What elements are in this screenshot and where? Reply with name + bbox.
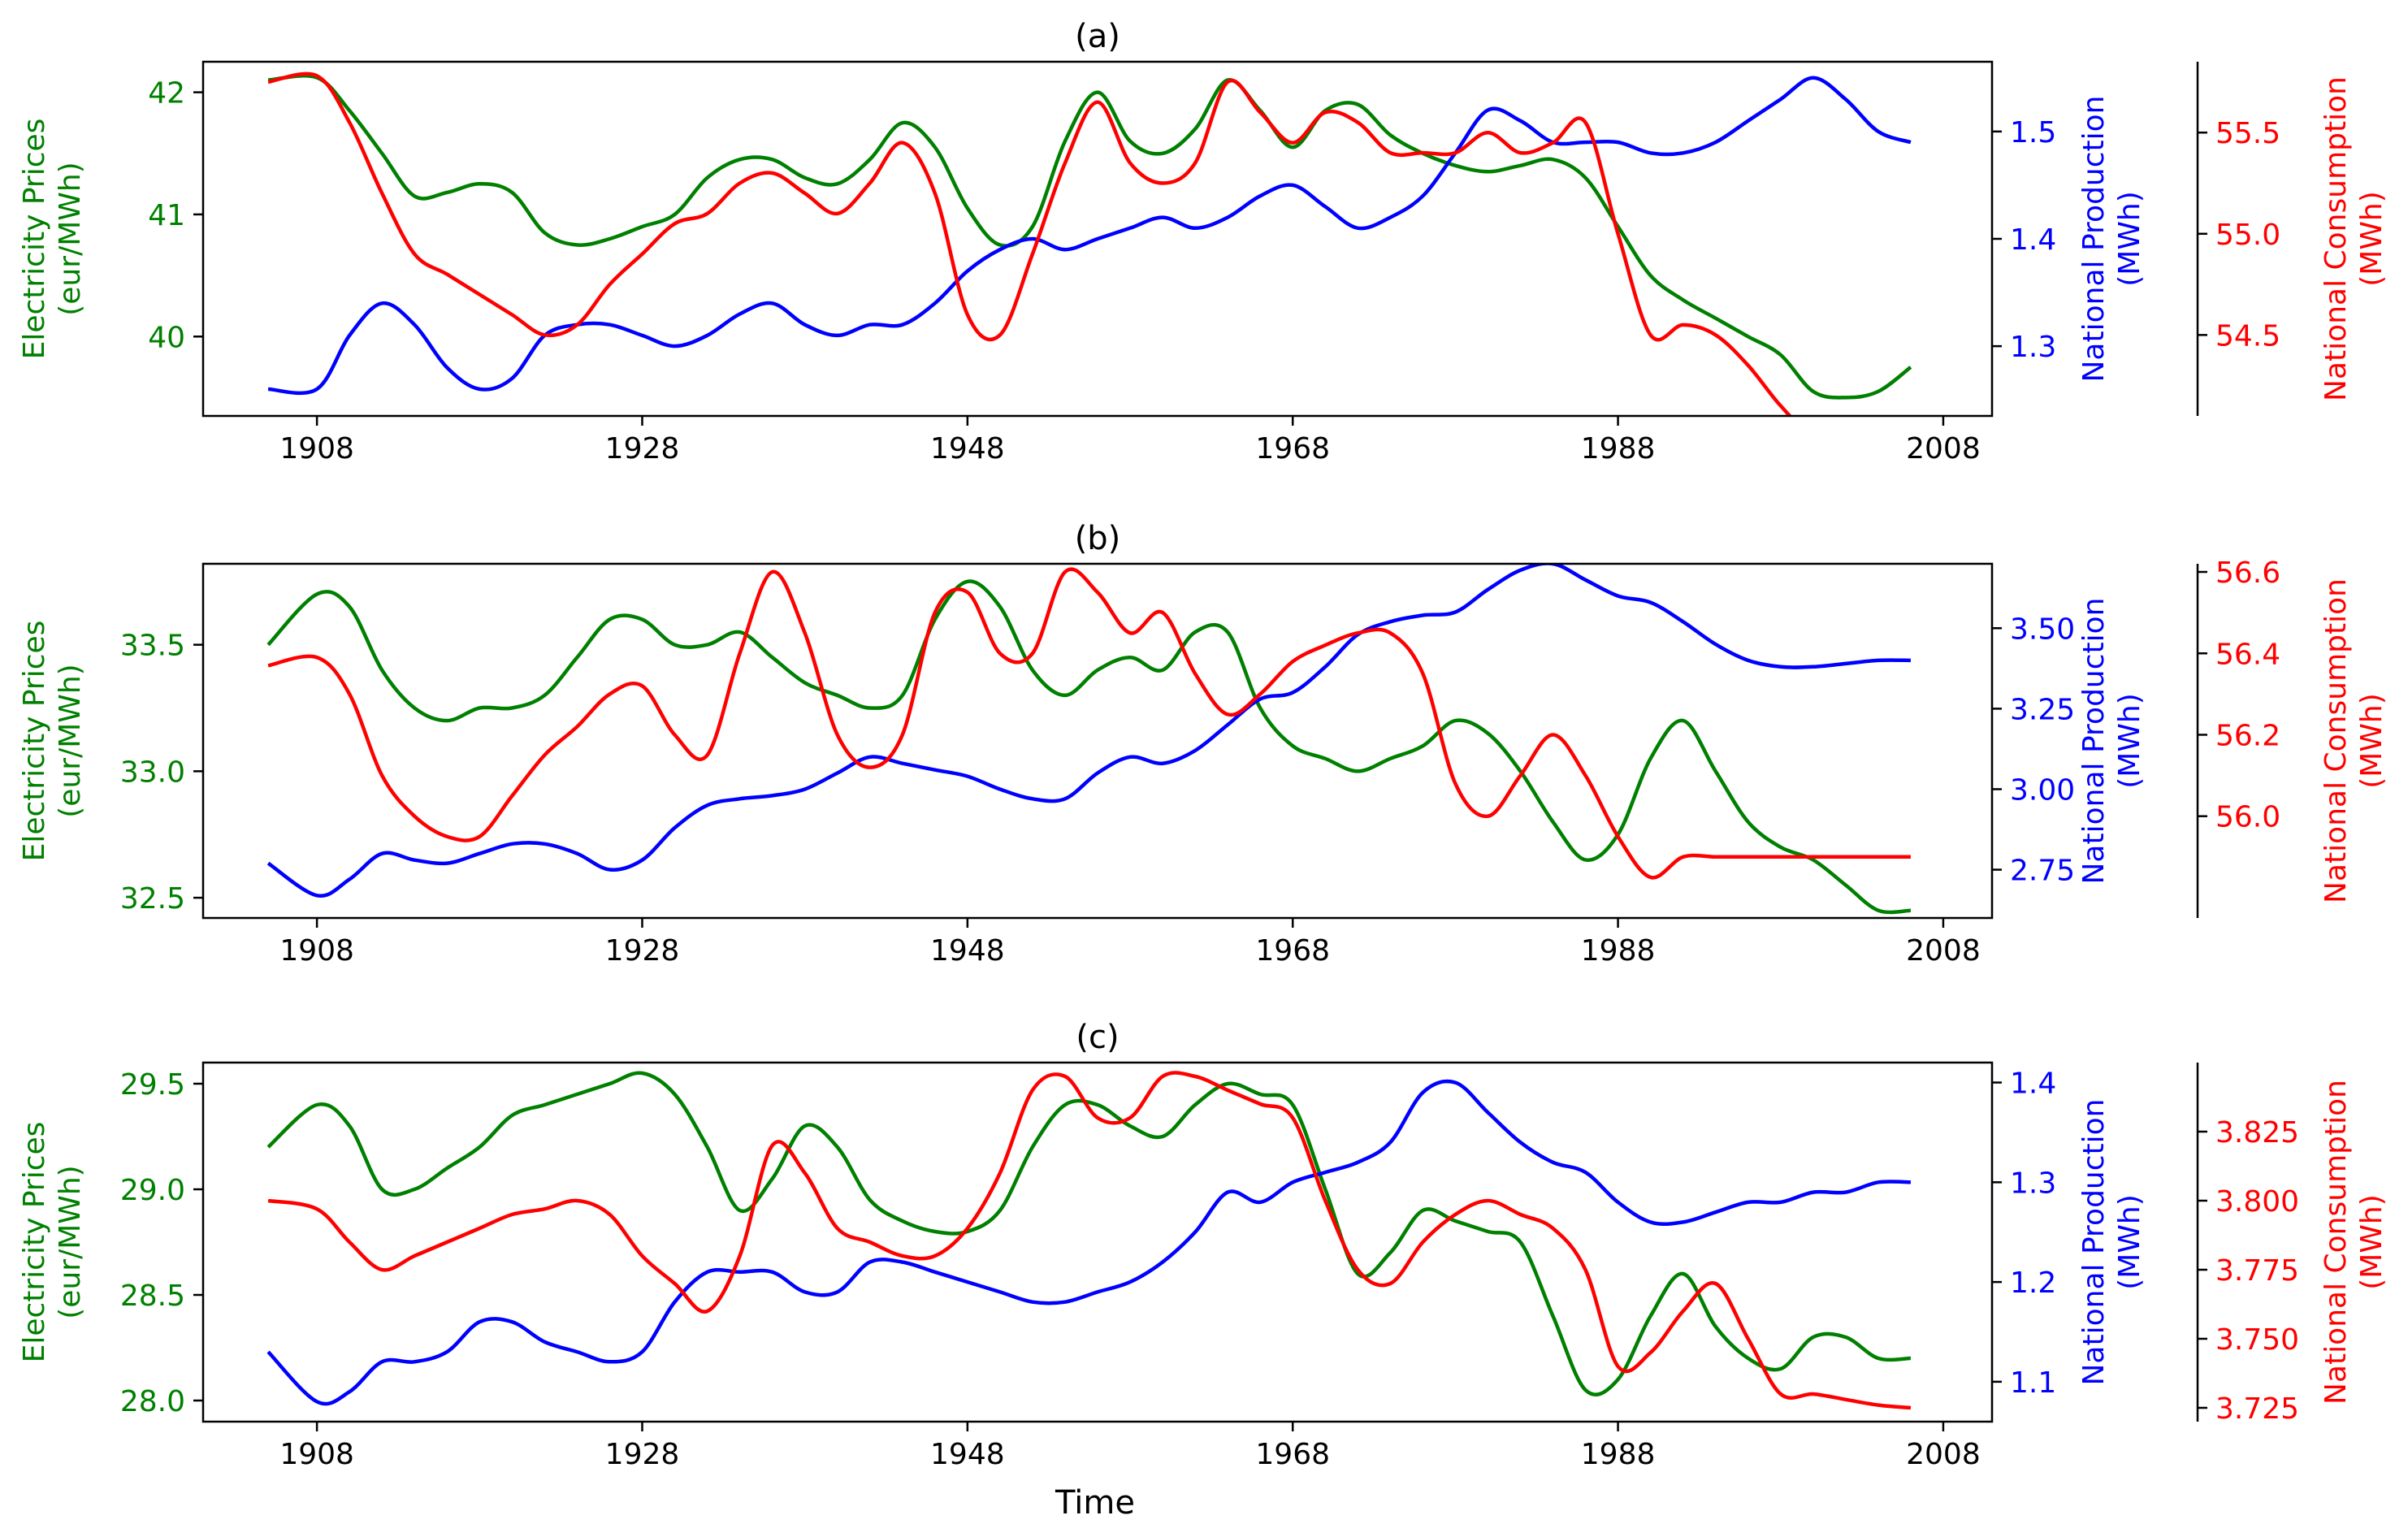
x-tick-label: 1928 <box>605 432 680 465</box>
y-left-axis-label-line: Electricity Prices <box>18 1122 51 1363</box>
x-tick-label: 2008 <box>1906 934 1981 968</box>
y-left-axis-label-line: (eur/MWh) <box>54 664 87 817</box>
x-tick-label: 1988 <box>1581 1438 1656 1471</box>
y-left-tick-label: 40 <box>148 321 185 354</box>
y-left-axis-label: Electricity Prices(eur/MWh) <box>18 621 87 862</box>
y-left-axis-label: Electricity Prices(eur/MWh) <box>18 1122 87 1363</box>
y-right2-tick-label: 3.825 <box>2215 1116 2299 1149</box>
series-line-electricity-prices <box>266 1071 1912 1396</box>
y-right-axis-label-line: National Production <box>2077 96 2111 383</box>
x-tick-label: 1948 <box>930 934 1005 968</box>
y-right-tick-label: 1.2 <box>2010 1266 2056 1300</box>
y-left-tick-label: 28.5 <box>120 1279 185 1313</box>
y-right-axis-label: National Production(MWh) <box>2077 96 2146 383</box>
y-left-tick-label: 32.5 <box>120 882 185 916</box>
panel-c: (c) 1908 1928 1948 1968 1988 2008 28.0 28.5 29.0 2… <box>18 1019 2389 1471</box>
y-right2-tick-label: 3.775 <box>2215 1254 2299 1288</box>
series-line-national-consumption <box>267 1071 1912 1410</box>
y-left-axis-label-line: Electricity Prices <box>18 621 51 862</box>
x-tick-label: 1908 <box>279 432 354 465</box>
series-line-electricity-prices <box>267 74 1912 400</box>
x-tick-label: 1948 <box>930 432 1005 465</box>
y-right-tick-label: 3.50 <box>2010 613 2075 646</box>
panel-b: (b) 1908 1928 1948 1968 1988 2008 32.5 33.0 33.5 2… <box>18 520 2389 968</box>
y-right-tick-label: 1.3 <box>2010 1167 2056 1200</box>
y-right2-axis-label-line: (MWh) <box>2355 693 2389 789</box>
y-left-axis-label: Electricity Prices(eur/MWh) <box>18 119 87 360</box>
series-line-national-production <box>266 564 1911 898</box>
y-right2-axis-label-line: National Consumption <box>2319 76 2353 401</box>
y-right2-tick-label: 56.0 <box>2215 801 2280 834</box>
y-right2-axis-label-line: National Consumption <box>2319 578 2353 903</box>
y-left-axis-label-line: (eur/MWh) <box>54 162 87 315</box>
y-right2-tick-label: 54.5 <box>2215 319 2280 353</box>
series-line-national-production <box>266 1079 1911 1406</box>
y-left-tick-label: 33.0 <box>120 756 185 789</box>
y-left-tick-label: 29.5 <box>120 1068 185 1102</box>
y-right2-tick-label: 56.4 <box>2215 638 2280 671</box>
panel-title: (a) <box>1075 18 1120 55</box>
y-left-axis-label-line: Electricity Prices <box>18 119 51 360</box>
y-right2-tick-label: 55.5 <box>2215 117 2280 150</box>
y-right-tick-label: 3.00 <box>2010 773 2075 807</box>
y-right2-axis-label-line: National Consumption <box>2319 1080 2353 1405</box>
y-left-tick-label: 42 <box>148 77 185 110</box>
y-right-axis-label-line: (MWh) <box>2113 693 2146 789</box>
x-tick-label: 2008 <box>1906 1438 1981 1471</box>
x-tick-label: 1988 <box>1581 432 1656 465</box>
y-right-tick-label: 3.25 <box>2010 693 2075 726</box>
x-tick-label: 1968 <box>1255 432 1330 465</box>
panel-title: (c) <box>1076 1019 1119 1056</box>
y-left-tick-label: 29.0 <box>120 1174 185 1207</box>
x-axis-label: Time <box>1055 1484 1135 1522</box>
x-tick-label: 1908 <box>279 1438 354 1471</box>
y-right-axis-label: National Production(MWh) <box>2077 598 2146 885</box>
series-line-national-consumption <box>267 567 1911 880</box>
y-left-axis-label-line: (eur/MWh) <box>54 1165 87 1318</box>
y-right2-axis-label-line: (MWh) <box>2355 1194 2389 1290</box>
x-tick-label: 1928 <box>605 1438 680 1471</box>
x-tick-label: 1948 <box>930 1438 1005 1471</box>
y-right2-axis-label: National Consumption(MWh) <box>2319 578 2389 903</box>
y-left-tick-label: 28.0 <box>120 1385 185 1418</box>
panels: (a) 1908 1928 1948 1968 1988 2008 40 41 42 1.3 1.4 1… <box>18 18 2389 1471</box>
x-tick-label: 1968 <box>1255 934 1330 968</box>
y-left-tick-label: 41 <box>148 199 185 232</box>
y-right2-tick-label: 55.0 <box>2215 219 2280 252</box>
y-right2-tick-label: 3.725 <box>2215 1392 2299 1426</box>
y-right-axis-label-line: (MWh) <box>2113 191 2146 287</box>
y-right-axis-label-line: National Production <box>2077 598 2111 885</box>
x-tick-label: 2008 <box>1906 432 1981 465</box>
y-right-tick-label: 1.5 <box>2010 116 2056 149</box>
x-tick-label: 1908 <box>279 934 354 968</box>
y-right-tick-label: 1.1 <box>2010 1366 2056 1400</box>
y-right2-tick-label: 56.6 <box>2215 556 2280 590</box>
y-right-tick-label: 1.3 <box>2010 331 2056 364</box>
y-left-tick-label: 33.5 <box>120 630 185 663</box>
series-line-electricity-prices <box>266 579 1912 915</box>
y-right-axis-label: National Production(MWh) <box>2077 1099 2146 1386</box>
y-right2-tick-label: 56.2 <box>2215 719 2280 752</box>
series-line-national-consumption <box>267 71 1793 416</box>
y-right2-axis-label: National Consumption(MWh) <box>2319 76 2389 401</box>
panel-a: (a) 1908 1928 1948 1968 1988 2008 40 41 42 1.3 1.4 1… <box>18 18 2389 465</box>
x-tick-label: 1928 <box>605 934 680 968</box>
y-right-tick-label: 1.4 <box>2010 223 2056 257</box>
y-right-axis-label-line: National Production <box>2077 1099 2111 1386</box>
x-tick-label: 1988 <box>1581 934 1656 968</box>
y-right-axis-label-line: (MWh) <box>2113 1194 2146 1290</box>
y-right2-axis-label-line: (MWh) <box>2355 191 2389 287</box>
x-tick-label: 1968 <box>1255 1438 1330 1471</box>
y-right2-tick-label: 3.800 <box>2215 1185 2299 1219</box>
plot-frame <box>201 1061 1994 1423</box>
y-right2-tick-label: 3.750 <box>2215 1323 2299 1357</box>
panel-title: (b) <box>1075 520 1121 557</box>
plot-frame <box>201 562 1994 920</box>
y-right-tick-label: 2.75 <box>2010 855 2075 888</box>
y-right-tick-label: 1.4 <box>2010 1067 2056 1101</box>
y-right2-axis-label: National Consumption(MWh) <box>2319 1080 2389 1405</box>
